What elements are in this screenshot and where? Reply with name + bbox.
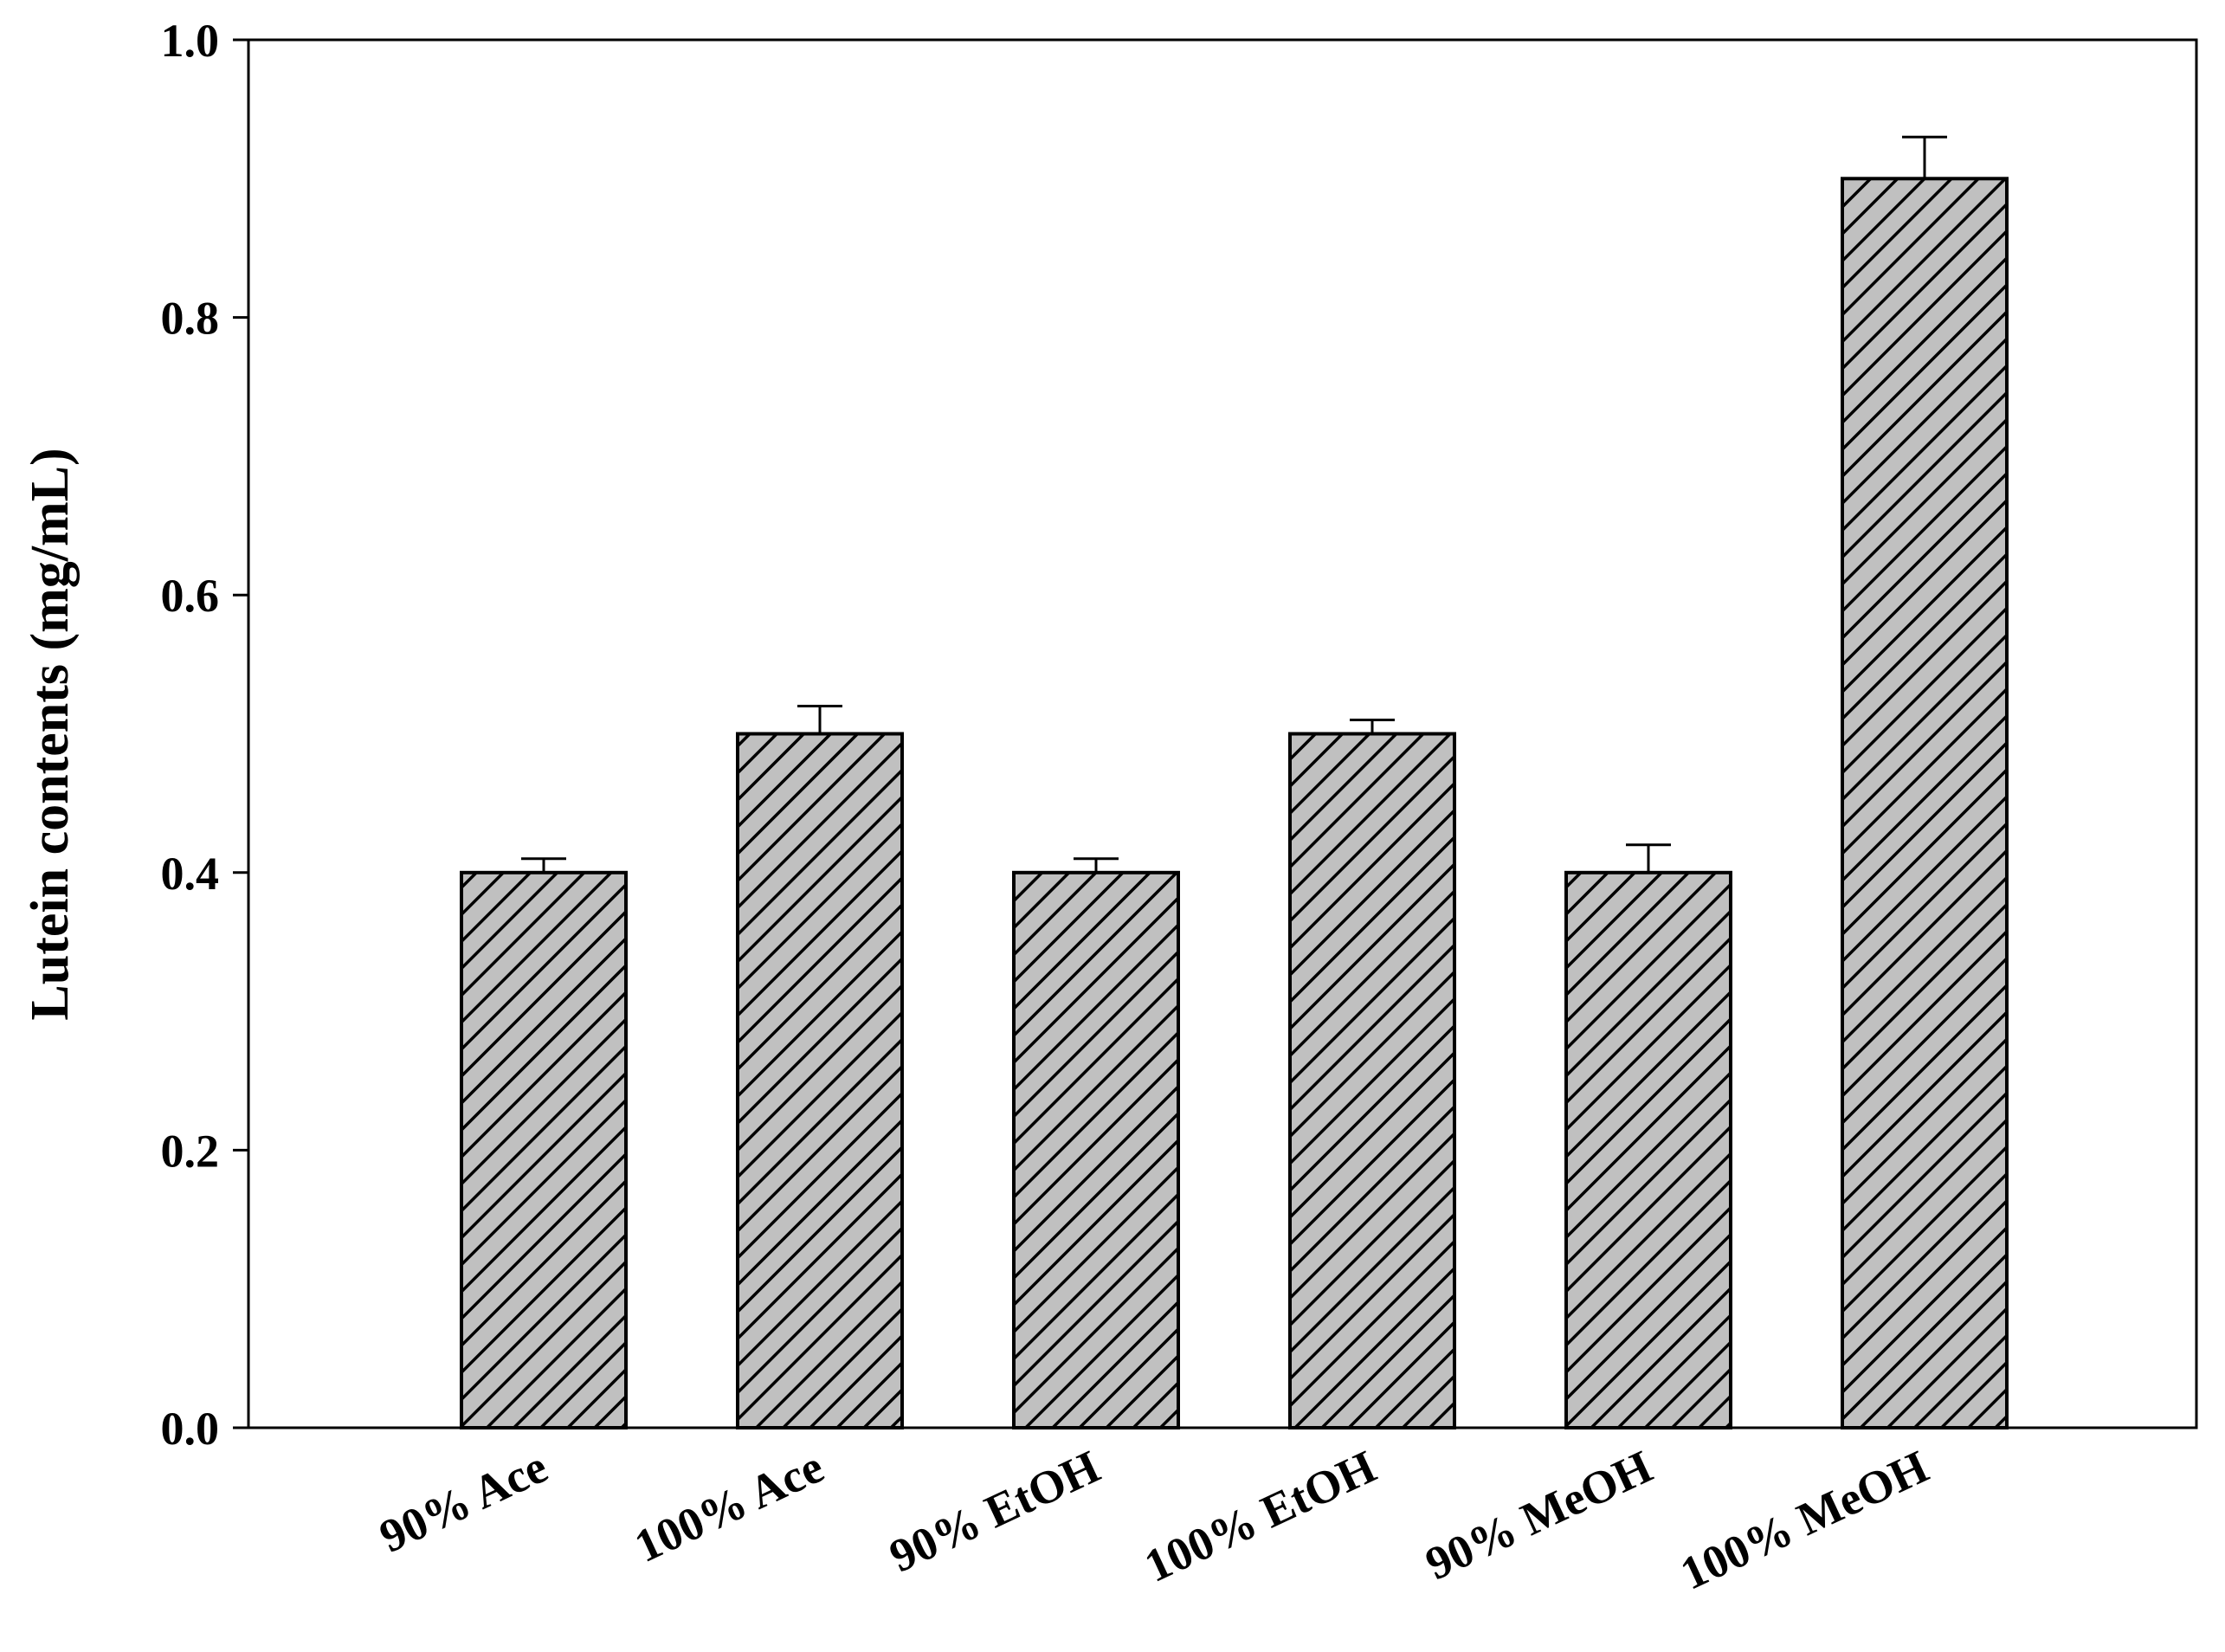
y-tick-label: 1.0	[161, 15, 220, 67]
x-tick-label: 90% EtOH	[882, 1440, 1108, 1582]
x-tick-label: 100% EtOH	[1137, 1440, 1383, 1591]
bar	[1841, 177, 2009, 1429]
x-tick-label: 100% MeOH	[1673, 1440, 1936, 1599]
x-tick-label: 90% Ace	[372, 1440, 556, 1562]
y-axis-label: Lutein contents (mg/mL)	[21, 448, 80, 1020]
bar	[460, 870, 628, 1429]
y-tick-label: 0.6	[161, 570, 220, 622]
x-tick-label: 100% Ace	[627, 1440, 831, 1572]
y-tick-label: 0.4	[161, 848, 220, 900]
bar	[1288, 732, 1456, 1429]
bar	[736, 732, 904, 1429]
y-tick-label: 0.8	[161, 293, 220, 345]
plot-frame	[247, 38, 2198, 1429]
y-tick-label: 0.0	[161, 1403, 220, 1455]
y-tick-label: 0.2	[161, 1125, 220, 1177]
bar	[1564, 870, 1732, 1429]
bar	[1012, 870, 1180, 1429]
x-tick-label: 90% MeOH	[1418, 1440, 1661, 1590]
